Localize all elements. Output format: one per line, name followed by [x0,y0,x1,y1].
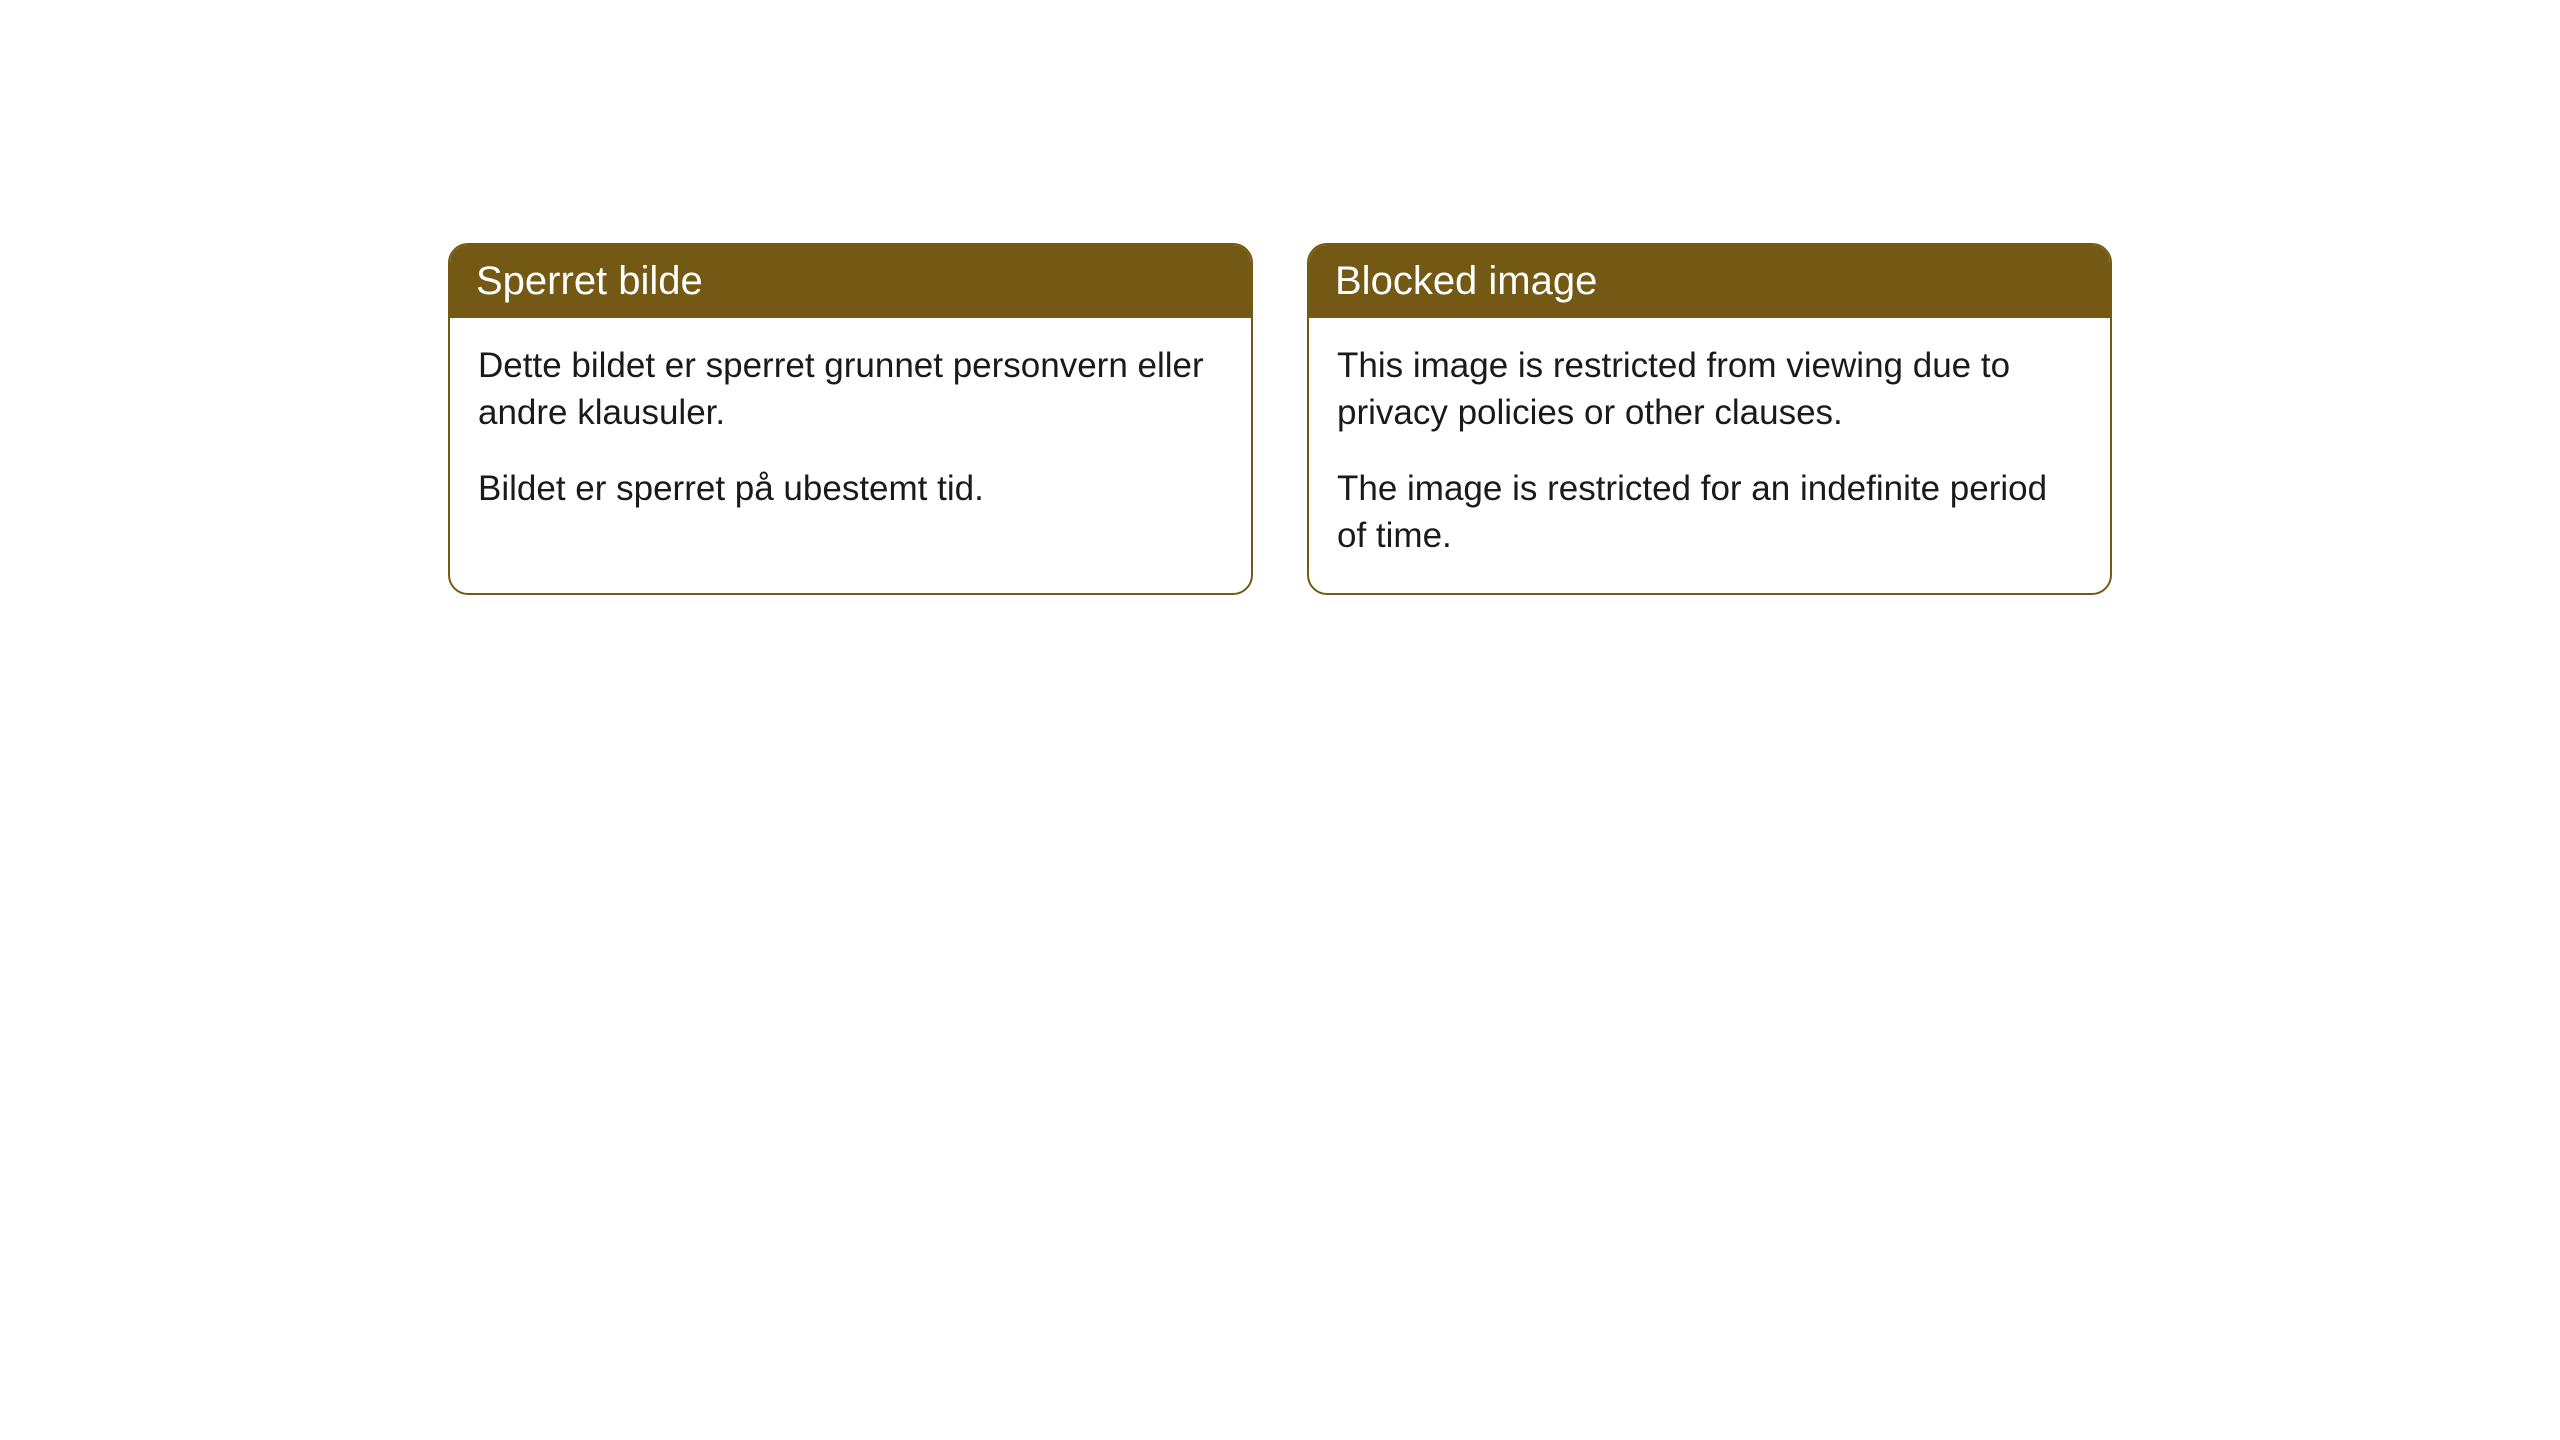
notice-container: Sperret bilde Dette bildet er sperret gr… [0,0,2560,595]
blocked-image-card-no: Sperret bilde Dette bildet er sperret gr… [448,243,1253,595]
card-body-en: This image is restricted from viewing du… [1309,318,2110,593]
card-paragraph: The image is restricted for an indefinit… [1337,465,2082,560]
card-header-no: Sperret bilde [450,245,1251,318]
card-header-en: Blocked image [1309,245,2110,318]
card-body-no: Dette bildet er sperret grunnet personve… [450,318,1251,546]
card-paragraph: This image is restricted from viewing du… [1337,342,2082,437]
blocked-image-card-en: Blocked image This image is restricted f… [1307,243,2112,595]
card-paragraph: Dette bildet er sperret grunnet personve… [478,342,1223,437]
card-paragraph: Bildet er sperret på ubestemt tid. [478,465,1223,512]
